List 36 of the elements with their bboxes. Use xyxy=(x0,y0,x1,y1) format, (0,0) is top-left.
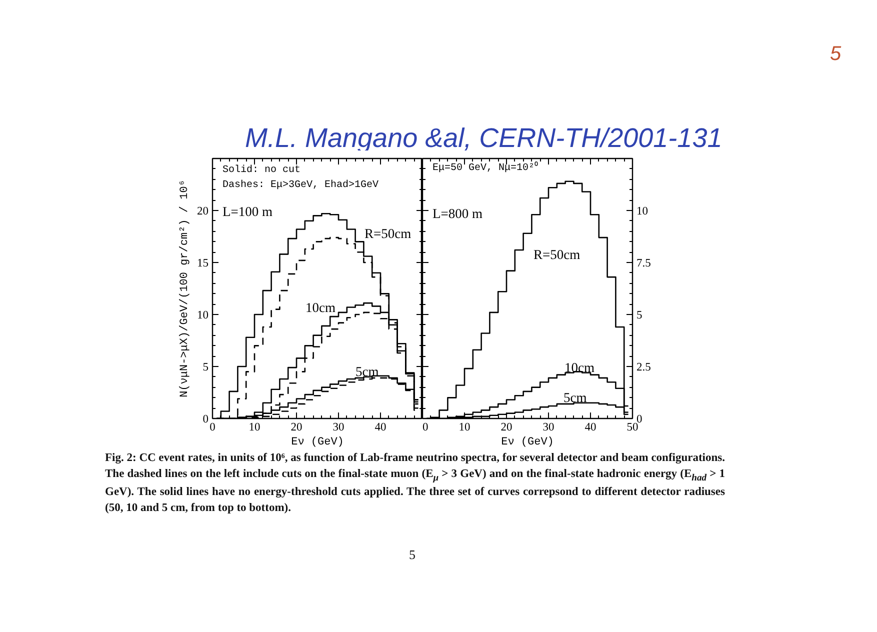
y2-tick-label: 5 xyxy=(636,310,642,322)
y-axis-title: N(νμN->μX)/GeV/(100 gr/cm²) / 10⁶ xyxy=(179,180,191,398)
annotation: L=100 m xyxy=(222,204,273,219)
annotation: R=50cm xyxy=(364,226,412,241)
x-tick-label: 30 xyxy=(332,422,344,434)
y2-tick-label: 0 xyxy=(636,414,642,426)
x-tick-label: 20 xyxy=(500,422,512,434)
y-tick-label: 15 xyxy=(197,258,209,270)
y-tick-label: 5 xyxy=(202,362,209,374)
y-tick-label: 0 xyxy=(202,414,209,426)
x-tick-label: 0 xyxy=(422,422,428,434)
y2-tick-label: 2.5 xyxy=(636,362,652,374)
y2-tick-label: 7.5 xyxy=(636,258,652,270)
annotation: Solid: no cut xyxy=(222,164,301,176)
caption: Fig. 2: CC event rates, in units of 10⁶, as function of Lab-frame neutrino spectra, for several detector and beam configurations. The dashed lines on the left include cuts on the final-state muon (E$_{μ}$ > 3 GeV) and on the final-state hadronic energy (E$_{had}$ > 1 GeV). The solid lines have no energy-threshold cuts applied. The three set of curves correpsond to different detector radiuses (50, 10 and 5 cm, from top to bottom). xyxy=(105,451,726,516)
annotation: 10cm xyxy=(306,300,336,315)
annotation: Eμ=50 GeV, Nμ=10²⁰ xyxy=(432,161,539,174)
annotation: R=50cm xyxy=(534,247,581,262)
y-tick-label: 10 xyxy=(197,310,209,322)
y-tick-label: 20 xyxy=(197,206,209,218)
x-tick-label: 40 xyxy=(374,422,386,434)
x-tick-label: 10 xyxy=(248,422,260,434)
text: 5 xyxy=(409,546,416,564)
x-tick-label: 40 xyxy=(584,422,596,434)
x-tick-label: 10 xyxy=(458,422,470,434)
text: 5 xyxy=(830,42,842,67)
annotation: L=800 m xyxy=(432,206,483,221)
annotation: Dashes: Eμ>3GeV, Ehad>1GeV xyxy=(222,179,379,191)
y2-tick-label: 10 xyxy=(636,206,648,218)
x-axis-title: Eν (GeV) xyxy=(501,436,554,448)
x-tick-label: 20 xyxy=(290,422,302,434)
x-tick-label: 50 xyxy=(626,422,638,434)
x-axis-title: Eν (GeV) xyxy=(291,436,344,448)
text: M.L. Mangano &al, CERN-TH/2001-131 xyxy=(245,122,722,155)
annotation: 5cm xyxy=(564,390,588,405)
x-tick-label: 30 xyxy=(542,422,554,434)
